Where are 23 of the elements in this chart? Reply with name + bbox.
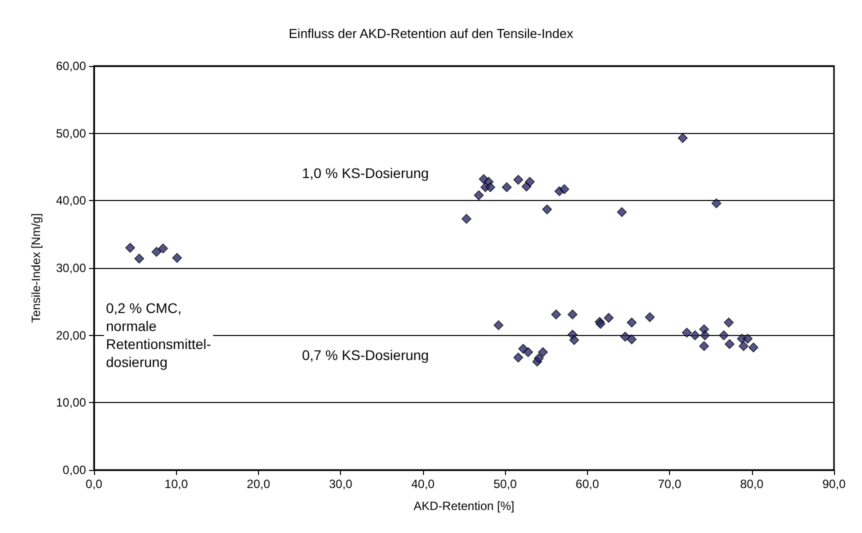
- x-tick-label: 90,0: [822, 477, 846, 491]
- chart-title: Einfluss der AKD-Retention auf den Tensile-Index: [288, 26, 574, 41]
- x-tick-label: 80,0: [740, 477, 764, 491]
- annotation: 0,2 % CMC, normale Retentionsmittel- dosierung: [106, 300, 212, 370]
- x-tick-label: 0,0: [86, 477, 103, 491]
- x-tick-label: 30,0: [328, 477, 353, 491]
- x-tick-label: 70,0: [658, 477, 682, 491]
- annotation: 1,0 % KS-Dosierung: [302, 165, 429, 181]
- x-tick-label: 10,0: [164, 477, 188, 491]
- y-tick-label: 60,00: [56, 59, 86, 73]
- x-tick-label: 60,0: [576, 477, 600, 491]
- y-tick-label: 10,00: [56, 396, 86, 410]
- x-axis-title: AKD-Retention [%]: [414, 499, 514, 513]
- y-tick-label: 0,00: [62, 463, 86, 477]
- y-axis-title: Tensile-Index [Nm/g]: [29, 213, 43, 323]
- x-tick-label: 40,0: [411, 477, 435, 491]
- x-tick-label: 50,0: [493, 477, 518, 491]
- x-tick-label: 20,0: [246, 477, 270, 491]
- y-tick-label: 20,00: [56, 328, 86, 342]
- y-tick-label: 50,00: [56, 126, 86, 140]
- y-tick-label: 30,00: [56, 261, 86, 275]
- annotation: 0,7 % KS-Dosierung: [302, 347, 429, 363]
- y-tick-label: 40,00: [56, 194, 86, 208]
